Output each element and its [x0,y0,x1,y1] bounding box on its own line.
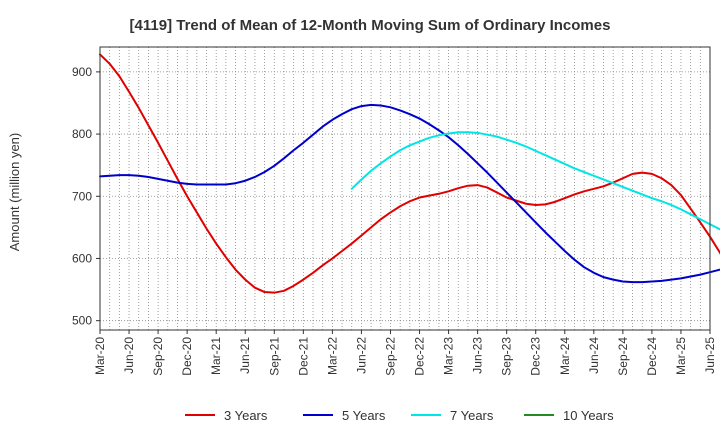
y-tick-label: 500 [72,314,92,328]
series-line-3-years [99,53,720,294]
x-tick-label: Jun-20 [122,337,136,374]
x-tick-label: Dec-22 [413,337,427,376]
x-tick-label: Dec-21 [296,337,310,376]
grid [100,47,710,330]
x-tick-label: Sep-24 [616,337,630,376]
legend-label-5-years: 5 Years [342,408,386,423]
x-ticks: Mar-20 Jun-20 Sep-20 Dec-20 Mar-21 Jun-21 Sep-… [93,330,717,376]
y-tick-label: 800 [72,127,92,141]
x-tick-label: Mar-22 [325,337,339,375]
y-ticks: 500 600 700 800 900 [72,65,100,328]
series-line-5-years [99,103,720,284]
x-tick-label: Mar-24 [558,337,572,375]
x-tick-label: Jun-21 [238,337,252,374]
x-tick-label: Jun-25 [703,337,717,374]
x-tick-label: Sep-20 [151,337,165,376]
x-tick-label: Mar-21 [209,337,223,375]
y-tick-label: 700 [72,189,92,203]
x-tick-label: Dec-20 [180,337,194,376]
series-line-7-years [350,131,720,231]
series-lines [99,53,720,294]
y-tick-label: 600 [72,251,92,265]
x-tick-label: Mar-20 [93,337,107,375]
y-axis-label: Amount (million yen) [7,133,22,252]
chart-title: [4119] Trend of Mean of 12-Month Moving … [130,17,611,34]
plot-frame [99,46,711,331]
x-tick-label: Mar-23 [442,337,456,375]
x-tick-label: Dec-24 [645,337,659,376]
x-tick-label: Dec-23 [529,337,543,376]
x-tick-label: Sep-22 [383,337,397,376]
x-tick-label: Sep-23 [500,337,514,376]
x-tick-label: Jun-23 [471,337,485,374]
legend-label-7-years: 7 Years [450,408,494,423]
y-tick-label: 900 [72,65,92,79]
legend: 3 Years 5 Years 7 Years 10 Years [185,408,614,423]
x-tick-label: Mar-25 [674,337,688,375]
x-tick-label: Jun-24 [587,337,601,374]
x-tick-label: Sep-21 [267,337,281,376]
legend-label-3-years: 3 Years [224,408,268,423]
x-tick-label: Jun-22 [354,337,368,374]
legend-label-10-years: 10 Years [563,408,614,423]
